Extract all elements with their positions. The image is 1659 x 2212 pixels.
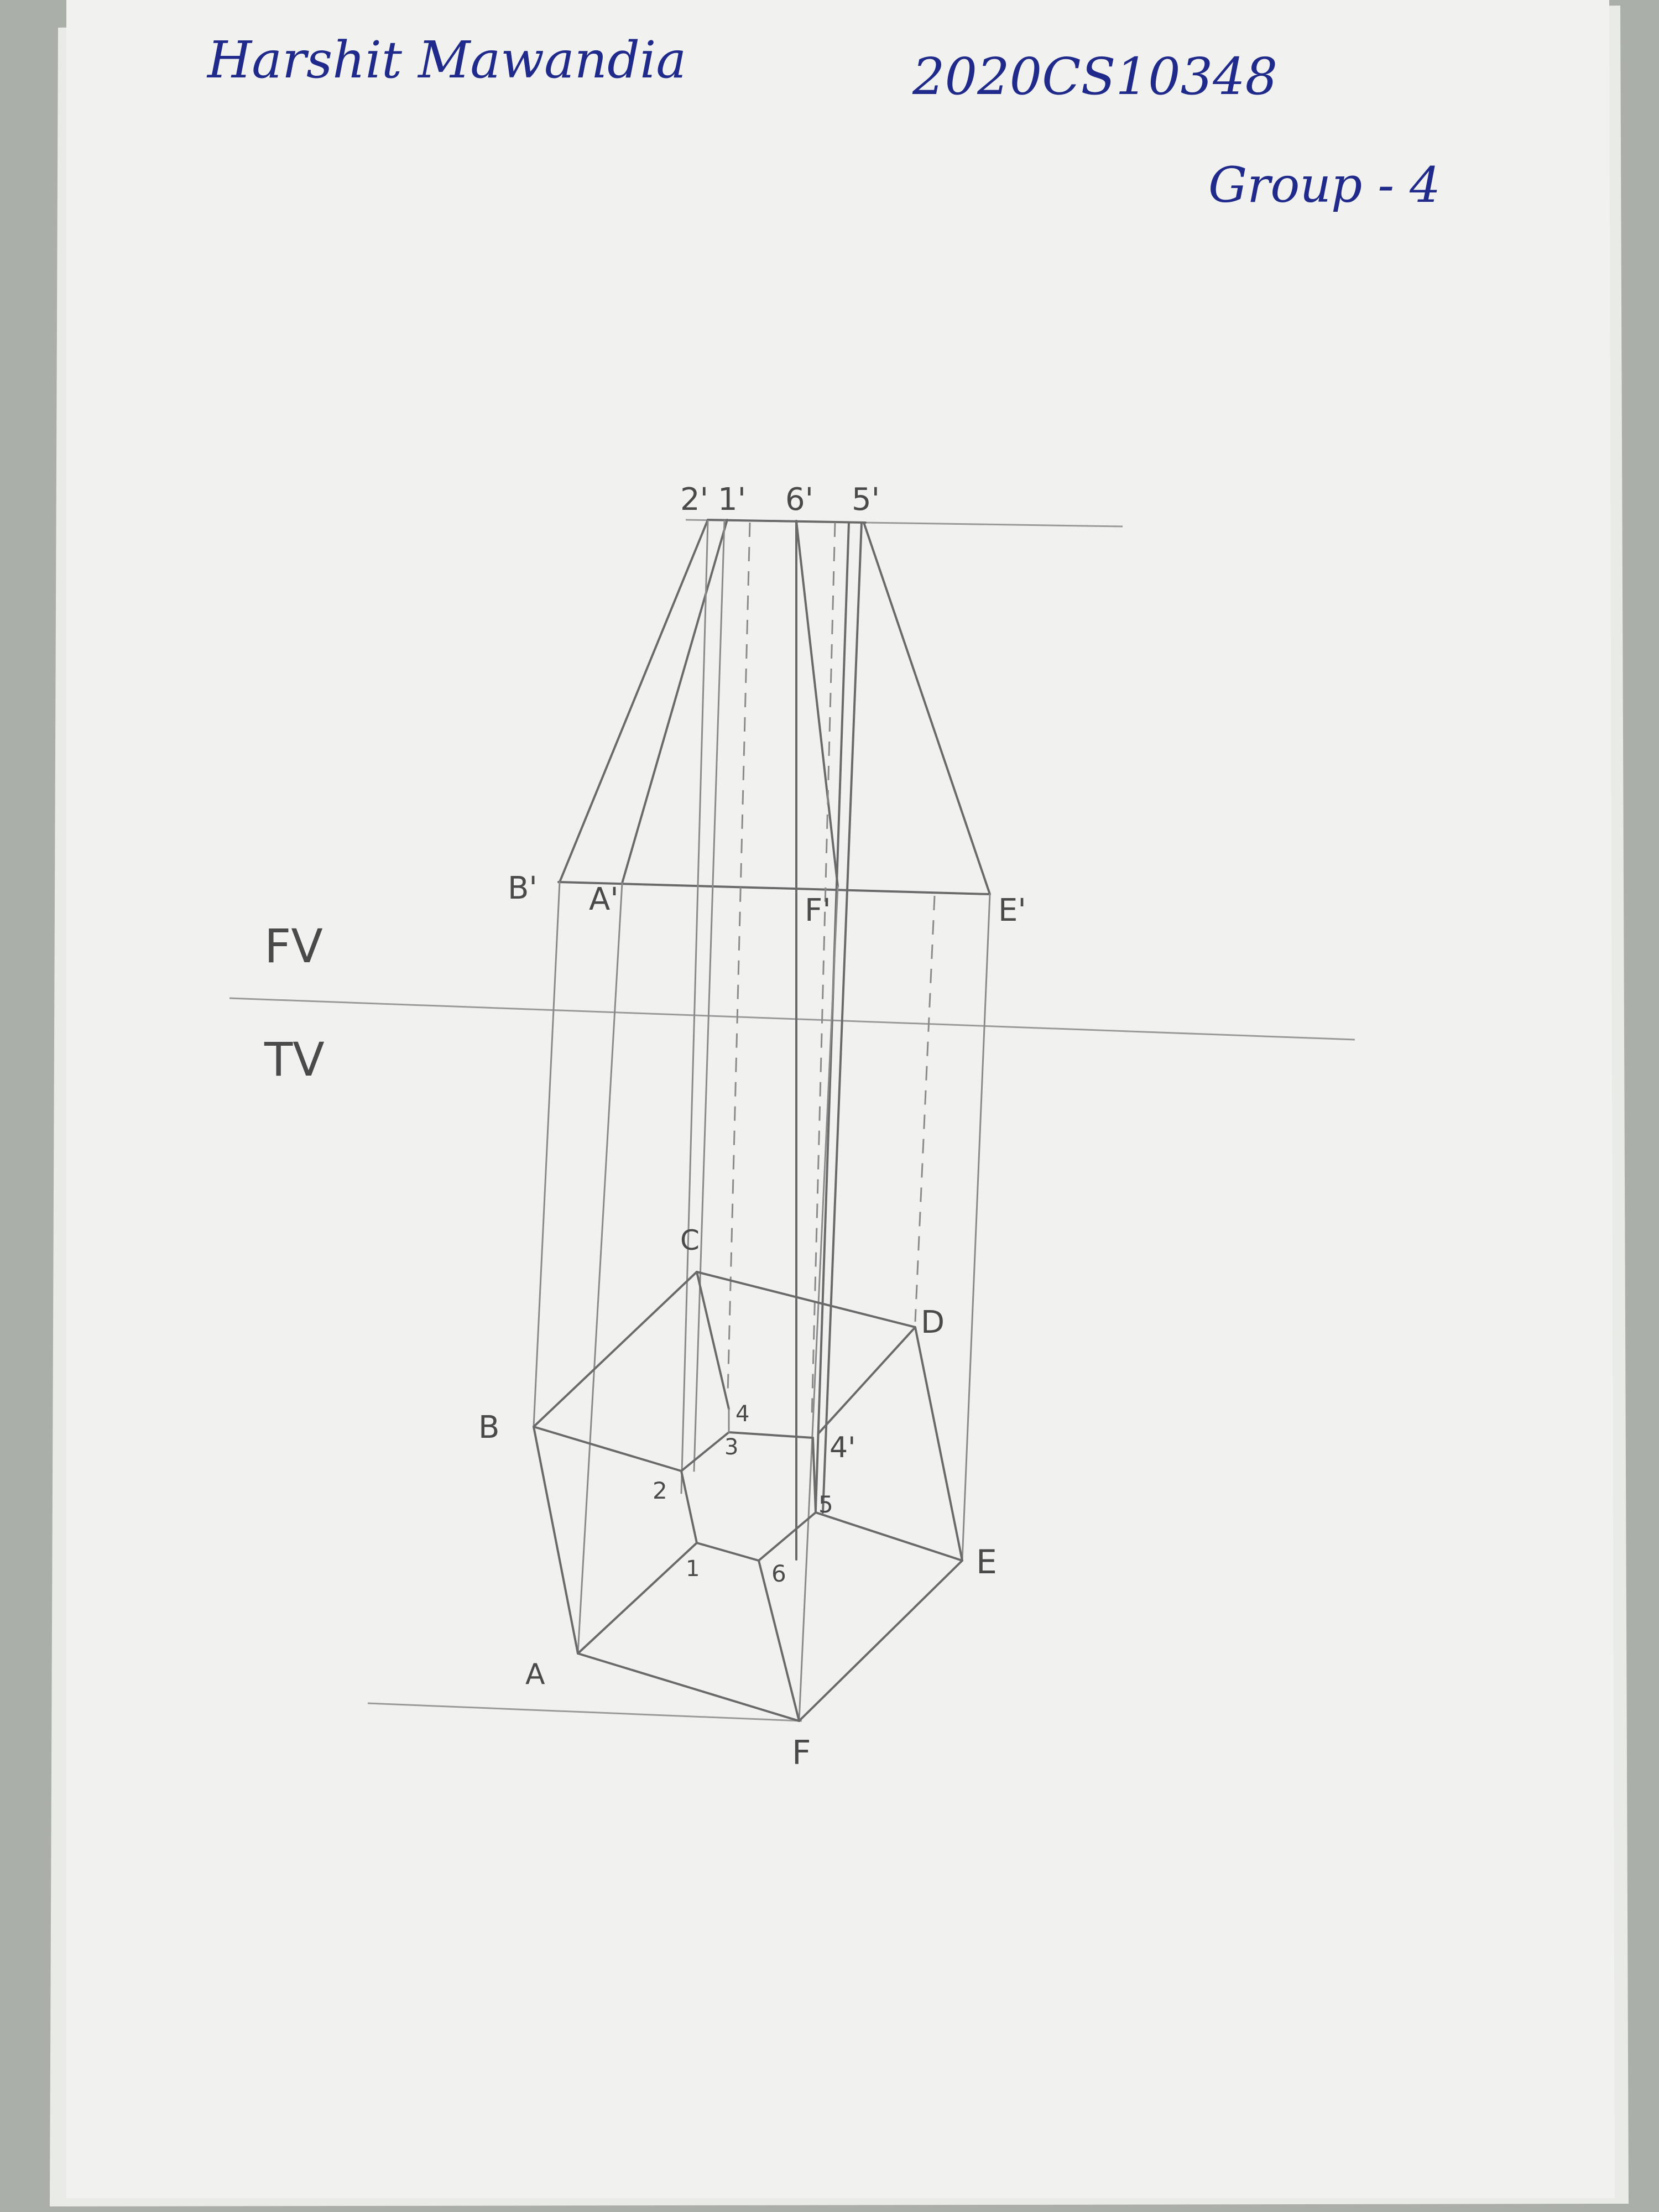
fv-base-edge	[557, 881, 991, 895]
student-name: Harshit Mawandia	[206, 30, 686, 90]
fv-edge-5-E	[863, 521, 991, 895]
fv-label-1: 1'	[718, 482, 746, 518]
fv-edge-2-B	[559, 519, 709, 883]
lateral-edge-D-4	[817, 1326, 916, 1434]
fv-edge-1-A	[621, 519, 728, 884]
fv-label: FV	[264, 919, 323, 973]
tv-label-3: 3	[724, 1434, 738, 1460]
tv-ground-line	[367, 1702, 802, 1722]
tv-label-D: D	[921, 1305, 945, 1340]
projector-1	[693, 520, 726, 1472]
fv-label-E: E'	[998, 893, 1026, 928]
tv-label-6: 6	[771, 1560, 786, 1587]
roll-number: 2020CS10348	[912, 47, 1277, 106]
lateral-edge-E-5	[815, 1511, 963, 1562]
inner-hexagon-top	[680, 1431, 817, 1562]
tv-label-2: 2	[653, 1477, 667, 1504]
fv-label-F: F'	[805, 893, 831, 928]
fv-label-6: 6'	[785, 482, 813, 518]
tv-label-A: A	[525, 1658, 545, 1691]
tv-label-5: 5	[818, 1491, 833, 1518]
fv-label-B: B'	[508, 870, 538, 906]
fv-top-edge	[707, 519, 867, 524]
lateral-edge-B-2	[533, 1426, 682, 1472]
fv-label-A: A'	[589, 881, 619, 917]
tv-label-1: 1	[686, 1556, 700, 1582]
tv-label: TV	[264, 1032, 325, 1087]
tv-label-F: F	[792, 1734, 811, 1772]
fv-edge-6-F	[795, 520, 839, 888]
paper-sheet	[66, 0, 1615, 2198]
lateral-edge-F-6	[758, 1559, 800, 1722]
front-view: 2' 1' 6' 5' B' A' F' E'	[508, 482, 1123, 1561]
lateral-edge-C-3	[696, 1271, 730, 1410]
projector-5-b	[822, 521, 863, 1514]
tv-label-4: 4	[735, 1401, 749, 1427]
lateral-edge-A-1	[577, 1542, 698, 1655]
tv-label-B: B	[478, 1410, 499, 1446]
group-label: Group - 4	[1208, 156, 1441, 213]
projector-B	[533, 881, 561, 1428]
tv-label-E: E	[976, 1543, 997, 1582]
tv-label-4-prime: 4'	[830, 1431, 855, 1464]
fv-label-5: 5'	[852, 482, 880, 518]
xy-reference-line	[229, 997, 1355, 1041]
fv-label-2: 2'	[680, 482, 708, 518]
projector-2	[680, 520, 709, 1494]
tv-label-C: C	[680, 1224, 700, 1256]
hidden-projector-4	[811, 522, 836, 1416]
top-view: C B D E A F 1 2 3 4 4' 5 6	[367, 1224, 997, 1772]
projector-E	[961, 893, 991, 1562]
projector-A	[577, 882, 623, 1655]
